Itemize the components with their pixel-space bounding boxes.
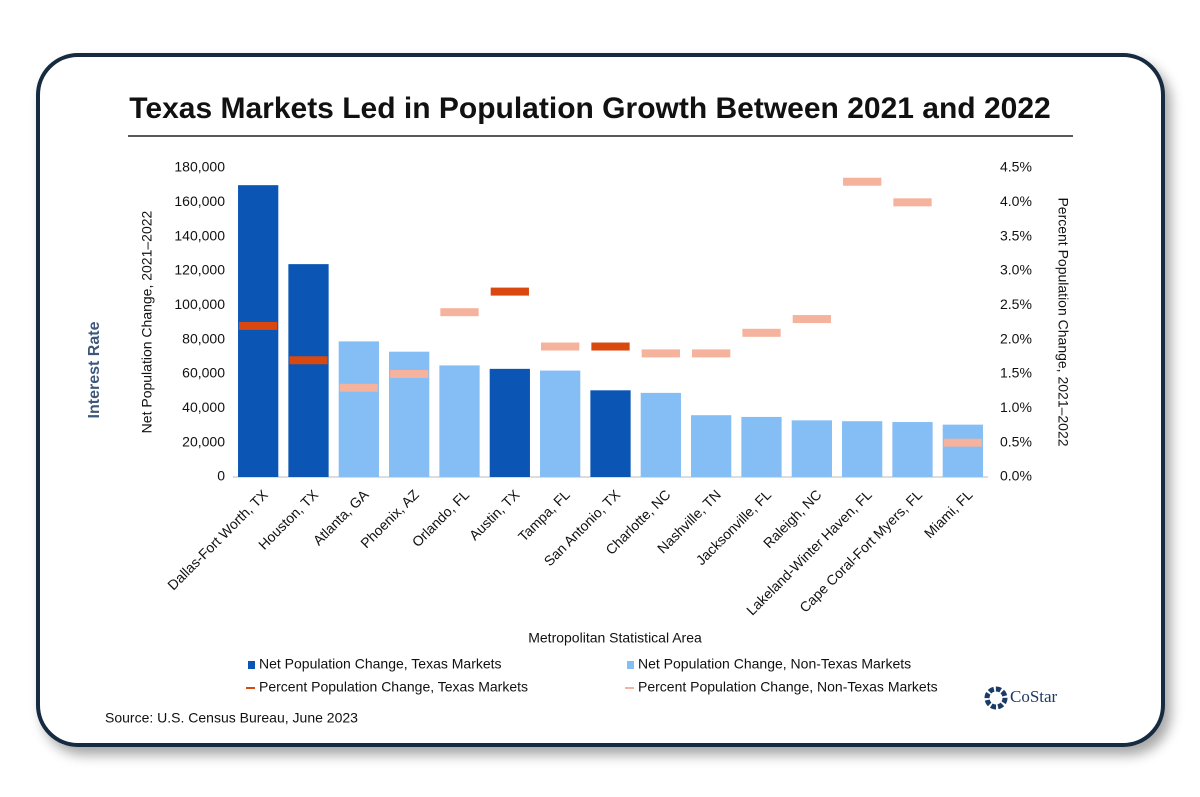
y2-tick-label: 0.5% xyxy=(1000,433,1032,449)
bar xyxy=(590,390,631,477)
percent-marker xyxy=(843,177,882,186)
percent-marker xyxy=(339,383,378,392)
y-tick-label: 80,000 xyxy=(182,330,225,346)
y2-tick-label: 2.5% xyxy=(1000,296,1032,312)
legend-swatch xyxy=(248,661,255,669)
bar xyxy=(892,422,933,477)
percent-marker xyxy=(641,349,680,358)
percent-marker xyxy=(692,349,731,358)
legend-label: Percent Population Change, Non-Texas Mar… xyxy=(638,679,938,695)
y2-tick-label: 3.0% xyxy=(1000,262,1032,278)
bar xyxy=(338,341,379,477)
legend-swatch xyxy=(627,661,634,669)
y-tick-label: 180,000 xyxy=(174,159,225,175)
chart-title: Texas Markets Led in Population Growth B… xyxy=(129,92,1050,125)
percent-marker xyxy=(239,321,278,330)
y-tick-label: 40,000 xyxy=(182,399,225,415)
y2-axis-label: Percent Population Change, 2021–2022 xyxy=(1055,197,1071,446)
percent-marker xyxy=(943,438,982,447)
y-axis-label: Net Population Change, 2021–2022 xyxy=(139,210,155,433)
percent-marker xyxy=(541,342,580,351)
y2-tick-label: 1.0% xyxy=(1000,399,1032,415)
legend-label: Net Population Change, Texas Markets xyxy=(259,656,502,672)
y-tick-label: 140,000 xyxy=(174,227,225,243)
y2-tick-label: 4.5% xyxy=(1000,159,1032,175)
bar xyxy=(288,264,329,477)
bar xyxy=(439,365,480,477)
percent-marker xyxy=(742,328,781,337)
x-axis-label: Metropolitan Statistical Area xyxy=(528,630,702,646)
bar xyxy=(791,420,832,477)
source: Source: U.S. Census Bureau, June 2023 xyxy=(105,710,358,726)
percent-marker xyxy=(490,287,529,296)
bar xyxy=(942,424,983,477)
y2-tick-label: 2.0% xyxy=(1000,330,1032,346)
legend-swatch xyxy=(246,687,255,689)
percent-marker xyxy=(440,308,479,317)
cover xyxy=(100,300,140,430)
y2-tick-label: 3.5% xyxy=(1000,227,1032,243)
y-tick-label: 20,000 xyxy=(182,433,225,449)
percent-marker xyxy=(893,198,932,207)
bar xyxy=(540,370,581,477)
background-text: Interest Rate xyxy=(86,321,103,418)
legend-label: Net Population Change, Non-Texas Markets xyxy=(638,656,911,672)
logo: CoStar xyxy=(1010,687,1058,706)
y-tick-label: 160,000 xyxy=(174,193,225,209)
logo-mark xyxy=(984,686,1008,710)
y-tick-label: 120,000 xyxy=(174,262,225,278)
bar xyxy=(691,415,732,477)
bar xyxy=(741,416,782,477)
bar xyxy=(489,368,530,477)
percent-marker xyxy=(289,356,328,365)
percent-marker xyxy=(390,370,429,378)
percent-marker xyxy=(792,315,831,324)
legend-swatch xyxy=(625,687,634,689)
y2-tick-label: 4.0% xyxy=(1000,193,1032,209)
legend-label: Percent Population Change, Texas Markets xyxy=(259,679,528,695)
bar xyxy=(640,392,681,477)
y-tick-label: 60,000 xyxy=(182,365,225,381)
bar xyxy=(238,185,279,477)
bar xyxy=(842,421,883,477)
y2-tick-label: 1.5% xyxy=(1000,365,1032,381)
y-tick-label: 0 xyxy=(217,468,225,484)
percent-marker xyxy=(591,342,630,351)
y2-tick-label: 0.0% xyxy=(1000,468,1032,484)
y-tick-label: 100,000 xyxy=(174,296,225,312)
